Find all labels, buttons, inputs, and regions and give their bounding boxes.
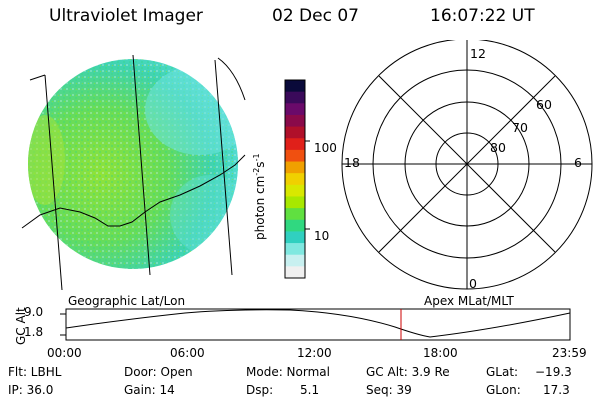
uv-earth-image — [21, 54, 246, 290]
polar-label-70: 70 — [512, 120, 528, 135]
timeline-xtick-2359: 23:59 — [552, 346, 587, 360]
colorbar-frame — [284, 79, 306, 279]
timeline-xtick-0000: 00:00 — [47, 346, 82, 360]
info-filter: Flt: LBHL — [8, 365, 62, 379]
coastline — [21, 154, 246, 229]
polar-label-12: 12 — [470, 46, 486, 61]
info-seq: Seq: 39 — [366, 383, 412, 397]
colorbar-swatch — [285, 161, 305, 174]
polar-plot — [341, 40, 593, 290]
instrument-title: Ultraviolet Imager — [49, 6, 203, 26]
colorbar-tick-10: 10 — [314, 229, 330, 243]
colorbar-swatch — [285, 149, 305, 163]
info-mode: Mode: Normal — [246, 365, 330, 379]
colorbar-swatch — [285, 173, 305, 186]
info-gain: Gain: 14 — [124, 383, 175, 397]
info-glat-value: −19.3 — [535, 365, 572, 379]
colorbar-swatch — [285, 138, 305, 151]
colorbar-swatch — [285, 114, 305, 128]
timeline-ytick-1-8: 1.8 — [24, 325, 44, 339]
colorbar-unit-label: photon cm-2s-1 — [252, 153, 267, 240]
info-gc-alt: GC Alt: 3.9 Re — [366, 365, 450, 379]
info-ip: IP: 36.0 — [8, 383, 54, 397]
timeline-xtick-1800: 18:00 — [423, 346, 458, 360]
polar-diagonal-2 — [378, 75, 556, 253]
date-label: 02 Dec 07 — [272, 6, 359, 26]
info-glon-value: 17.3 — [543, 383, 570, 397]
colorbar-swatch — [285, 91, 305, 104]
polar-label-18: 18 — [344, 155, 360, 170]
timeline-left-title: Geographic Lat/Lon — [68, 294, 186, 308]
info-glon-label: GLon: — [486, 383, 521, 397]
colorbar-swatch — [285, 184, 305, 197]
colorbar — [284, 79, 310, 279]
info-dsp-label: Dsp: — [246, 383, 274, 397]
info-door: Door: Open — [124, 365, 193, 379]
colorbar-swatch — [285, 80, 305, 93]
timeline-xtick-1200: 12:00 — [297, 346, 332, 360]
timeline-xtick-0600: 06:00 — [170, 346, 205, 360]
colorbar-swatch — [285, 126, 305, 139]
polar-label-0: 0 — [469, 276, 477, 291]
timeline-right-title: Apex MLat/MLT — [424, 294, 514, 308]
colorbar-tick-100: 100 — [314, 141, 337, 155]
colorbar-swatch — [285, 208, 305, 221]
polar-label-80: 80 — [490, 140, 506, 155]
meridian-lines — [29, 54, 246, 290]
colorbar-swatch — [285, 254, 305, 267]
colorbar-swatch — [285, 266, 305, 279]
altitude-curve — [65, 309, 571, 338]
polar-label-60: 60 — [536, 97, 552, 112]
colorbar-swatch — [285, 231, 305, 244]
colorbar-swatch — [285, 243, 305, 256]
colorbar-swatch — [285, 103, 305, 116]
colorbar-swatch — [285, 219, 305, 232]
timeline-plot — [60, 308, 571, 341]
info-glat-label: GLat: — [486, 365, 519, 379]
polar-label-6: 6 — [574, 155, 582, 170]
time-label: 16:07:22 UT — [430, 6, 535, 26]
timeline-frame — [65, 308, 571, 341]
info-dsp-value: 5.1 — [300, 383, 320, 397]
colorbar-swatch — [285, 196, 305, 209]
timeline-ytick-9: 9.0 — [24, 305, 44, 319]
